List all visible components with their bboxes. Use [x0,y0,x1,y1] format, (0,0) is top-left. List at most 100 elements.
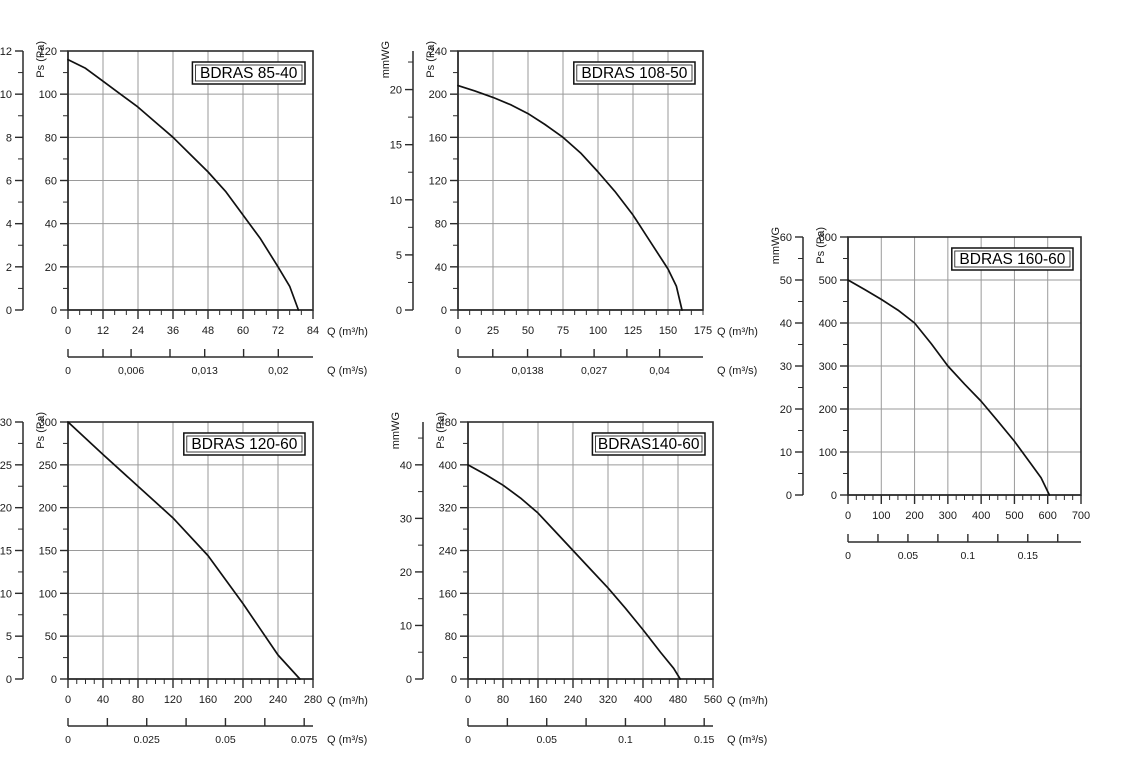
chart-bdras-140-60: 0 80 160 240 320 400 480 Ps (Pa) 0 10 20 30 40 mmWG 0 8… [390,375,808,784]
svg-text:84: 84 [307,325,319,337]
svg-text:40: 40 [400,460,412,472]
svg-text:Q (m³/h): Q (m³/h) [327,326,368,338]
svg-text:240: 240 [439,546,457,558]
svg-text:160: 160 [429,132,447,144]
svg-text:0.05: 0.05 [898,550,919,562]
svg-text:Q (m³/s): Q (m³/s) [717,365,757,377]
svg-text:25: 25 [487,325,499,337]
flow-axis-h: 0 25 50 75 100 125 150 175 Q (m³/h) [455,309,758,338]
svg-text:0.1: 0.1 [618,734,633,746]
svg-text:0: 0 [786,490,792,502]
svg-text:160: 160 [529,694,547,706]
flow-axis-s: 0 0.05 0.1 0.15 [845,534,1081,562]
chart-title-box: BDRAS140-60 [591,432,706,456]
svg-text:75: 75 [557,325,569,337]
svg-text:600: 600 [819,232,837,244]
svg-text:10: 10 [0,588,12,600]
svg-text:50: 50 [45,631,57,643]
svg-text:0.025: 0.025 [134,734,160,746]
performance-curve [67,58,300,311]
svg-text:400: 400 [819,318,837,330]
svg-text:Ps (Pa): Ps (Pa) [35,41,47,78]
chart-bdras-108-50: 0 40 80 120 160 200 240 Ps (Pa) 0 5 10 15 20 mmWG 0 25 5… [380,0,798,415]
mmwg-axis: 0 10 20 30 40 mmWG [390,412,424,686]
svg-text:24: 24 [132,325,144,337]
svg-text:6: 6 [6,176,12,188]
chart-bdras-85-40: 0 20 40 60 80 100 120 Ps (Pa) 0 2 4 6 8 10 12 mmWG 0 12 24… [0,0,408,415]
svg-text:Q (m³/s): Q (m³/s) [327,734,367,746]
svg-text:0,0138: 0,0138 [512,365,544,377]
performance-curve [467,463,682,680]
svg-text:20: 20 [400,567,412,579]
svg-text:200: 200 [429,89,447,101]
svg-text:30: 30 [400,513,412,525]
svg-text:100: 100 [39,588,57,600]
svg-text:Ps (Pa): Ps (Pa) [35,412,47,449]
svg-text:480: 480 [669,694,687,706]
svg-text:700: 700 [1072,510,1090,522]
svg-text:400: 400 [634,694,652,706]
svg-text:Q (m³/s): Q (m³/s) [727,734,767,746]
svg-text:0.1: 0.1 [961,550,976,562]
chart-title-box: BDRAS 160-60 [951,247,1074,271]
svg-text:40: 40 [780,318,792,330]
svg-text:240: 240 [564,694,582,706]
svg-text:0,027: 0,027 [581,365,607,377]
flow-axis-s: 0 0,0138 0,027 0,04 Q (m³/s) [455,349,757,377]
svg-text:150: 150 [659,325,677,337]
svg-text:0: 0 [406,674,412,686]
svg-text:80: 80 [132,694,144,706]
svg-text:100: 100 [872,510,890,522]
gridlines [458,51,704,310]
svg-text:mmWG: mmWG [0,41,2,78]
chart-title-label: BDRAS 108-50 [581,65,687,82]
chart-title-label: BDRAS 120-60 [191,436,297,453]
flow-axis-h: 0 80 160 240 320 400 480 560 Q (m³/h) [465,678,768,707]
svg-text:0.15: 0.15 [694,734,715,746]
svg-text:0,006: 0,006 [118,365,144,377]
svg-text:0: 0 [396,305,402,317]
performance-curve [67,421,301,680]
svg-text:8: 8 [6,132,12,144]
svg-text:80: 80 [45,132,57,144]
svg-text:160: 160 [199,694,217,706]
svg-text:Q (m³/s): Q (m³/s) [327,365,367,377]
svg-text:200: 200 [39,503,57,515]
svg-text:0: 0 [65,694,71,706]
svg-text:0: 0 [465,734,471,746]
svg-text:5: 5 [6,631,12,643]
svg-text:10: 10 [400,620,412,632]
chart-title-box: BDRAS 85-40 [191,61,306,85]
svg-text:mmWG: mmWG [0,412,2,449]
svg-text:5: 5 [396,250,402,262]
flow-axis-s: 0 0.025 0.05 0.075 Q (m³/s) [65,718,367,746]
svg-text:320: 320 [599,694,617,706]
svg-text:10: 10 [780,447,792,459]
chart-title-label: BDRAS 160-60 [959,251,1065,268]
chart-title-box: BDRAS 108-50 [573,61,696,85]
svg-text:12: 12 [0,46,12,58]
svg-text:0,02: 0,02 [268,365,289,377]
flow-axis-s: 0 0,006 0,013 0,02 Q (m³/s) [65,349,367,377]
svg-text:280: 280 [304,694,322,706]
svg-text:100: 100 [39,89,57,101]
chart-title-box: BDRAS 120-60 [183,432,306,456]
svg-text:500: 500 [819,275,837,287]
svg-text:150: 150 [39,546,57,558]
gridlines [848,237,1082,495]
svg-text:4: 4 [6,219,12,231]
svg-text:0,04: 0,04 [649,365,670,377]
svg-text:0.075: 0.075 [291,734,317,746]
svg-text:120: 120 [429,176,447,188]
svg-text:0: 0 [831,490,837,502]
svg-text:Q (m³/h): Q (m³/h) [727,695,768,707]
svg-text:320: 320 [439,503,457,515]
gridlines [468,422,714,679]
